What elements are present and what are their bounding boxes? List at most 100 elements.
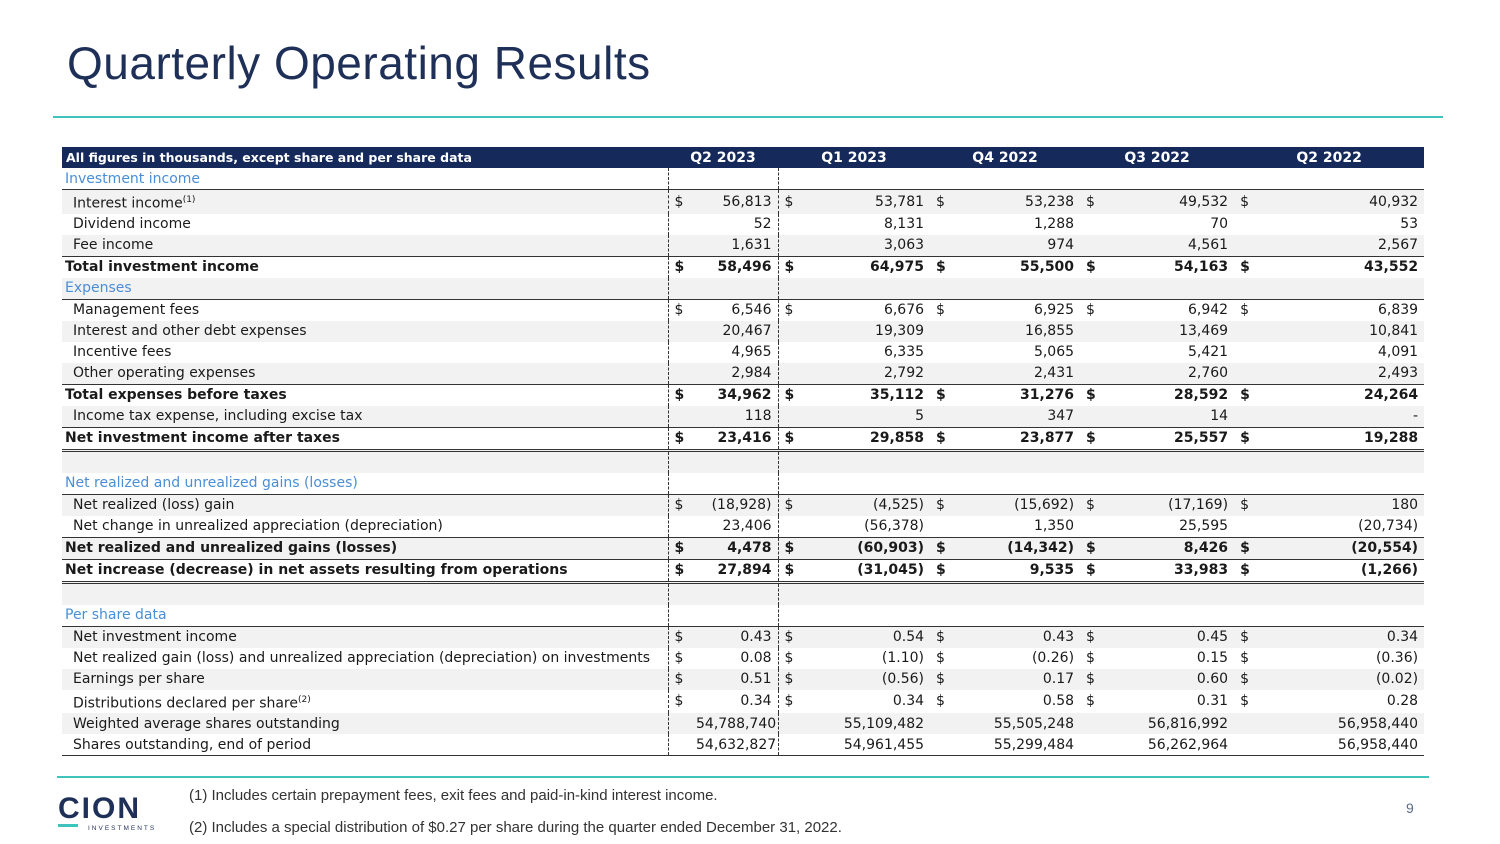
currency-symbol xyxy=(1234,168,1284,190)
currency-symbol: $ xyxy=(1080,625,1131,648)
spacer-row xyxy=(62,450,1425,473)
cell-value: 55,109,482 xyxy=(830,713,931,735)
spacer-row xyxy=(62,582,1425,605)
currency-symbol xyxy=(667,450,696,473)
cell-value: (1.10) xyxy=(881,650,925,667)
cell-value: 56,262,964 xyxy=(1130,734,1235,757)
row-label-text: Net increase (decrease) in net assets re… xyxy=(65,562,568,579)
row-label xyxy=(62,450,668,473)
currency-symbol xyxy=(1080,342,1130,363)
cell-value: 23,406 xyxy=(696,515,779,538)
currency-symbol xyxy=(1234,450,1285,473)
table-row: Net change in unrealized appreciation (d… xyxy=(62,515,1424,538)
currency-symbol xyxy=(667,713,696,735)
cell-value: 0.58 xyxy=(1042,693,1075,710)
currency-symbol xyxy=(1234,516,1284,538)
row-label: Dividend income xyxy=(62,214,668,235)
cell-value: 0.60 xyxy=(1130,668,1235,690)
cell-value: 10,841 xyxy=(1284,320,1425,342)
cell-value: 6,925 xyxy=(980,298,1081,321)
cell-value xyxy=(830,605,930,627)
currency-symbol: $ xyxy=(667,536,696,560)
row-label: Total investment income xyxy=(62,255,668,278)
currency-symbol xyxy=(778,362,831,385)
cell-value: 54,632,827 xyxy=(696,734,779,757)
cell-value: 5 xyxy=(830,405,931,428)
currency-symbol xyxy=(930,277,981,300)
footnote-marker: (2) xyxy=(298,694,311,705)
currency-symbol: $ xyxy=(778,625,831,648)
currency-symbol: $ xyxy=(1086,650,1095,667)
currency-symbol: $ xyxy=(778,426,831,452)
cell-value xyxy=(696,582,779,605)
row-label-text: Interest income xyxy=(73,195,183,212)
cell-value: 6,676 xyxy=(830,298,931,321)
cell-value xyxy=(1284,450,1425,473)
currency-symbol: $ xyxy=(778,536,831,560)
cell-value: (18,928) xyxy=(696,493,779,516)
row-label: Per share data xyxy=(62,605,668,627)
row-label: Earnings per share xyxy=(62,668,668,690)
row-label: Shares outstanding, end of period xyxy=(62,734,668,757)
currency-symbol xyxy=(1080,605,1130,627)
cell-value: (56,378) xyxy=(864,518,925,535)
cell-value: (4,525) xyxy=(830,493,931,516)
currency-symbol: $ xyxy=(1234,383,1285,406)
currency-symbol xyxy=(930,168,980,190)
row-label-text: Income tax expense, including excise tax xyxy=(73,408,363,425)
currency-symbol xyxy=(667,234,696,257)
row-label-text: Net realized gain (loss) and unrealized … xyxy=(73,650,650,667)
table-row: Weighted average shares outstanding 54,78… xyxy=(62,713,1425,735)
cell-value: 35,112 xyxy=(830,383,931,406)
currency-symbol: $ xyxy=(667,426,696,452)
table-row: Other operating expenses 2,984 2,792 2,431 2… xyxy=(62,362,1425,385)
currency-symbol xyxy=(930,713,981,735)
row-label: Net realized and unrealized gains (losse… xyxy=(62,536,668,560)
cell-value xyxy=(830,450,931,473)
cell-value xyxy=(980,450,1081,473)
cell-value: 2,792 xyxy=(830,362,931,385)
row-label-text: Investment income xyxy=(65,170,201,187)
row-label: Incentive fees xyxy=(62,342,668,363)
row-label-text: Total expenses before taxes xyxy=(65,387,287,404)
currency-symbol: $ xyxy=(930,493,981,516)
currency-symbol xyxy=(667,582,696,605)
currency-symbol xyxy=(1080,234,1131,257)
cell-value: (17,169) xyxy=(1130,493,1235,516)
currency-symbol xyxy=(930,320,981,342)
cell-value: 54,961,455 xyxy=(830,734,931,757)
currency-symbol: $ xyxy=(1234,625,1285,648)
currency-symbol xyxy=(1234,320,1285,342)
currency-symbol xyxy=(778,168,830,190)
title-divider xyxy=(53,116,1443,118)
currency-symbol xyxy=(1234,342,1284,363)
cell-value: 0.43 xyxy=(980,625,1081,648)
row-label: Net realized (loss) gain xyxy=(62,493,668,516)
cell-value: (60,903) xyxy=(830,536,931,560)
table-row: Distributions declared per share(2) $0.34… xyxy=(62,689,1424,714)
cell-value: 0.31 xyxy=(1196,693,1229,710)
cell-value: 1,288 xyxy=(1033,216,1075,233)
currency-symbol: $ xyxy=(1234,536,1285,560)
cell-value: 53 xyxy=(1400,216,1419,233)
cell-value: 14 xyxy=(1130,405,1235,428)
footnote-marker: (1) xyxy=(182,195,196,205)
currency-symbol xyxy=(930,582,981,605)
quarter-header: Q1 2023 xyxy=(778,147,931,168)
currency-symbol: $ xyxy=(930,536,981,560)
cell-value: 0.17 xyxy=(980,668,1081,690)
cell-value: 29,858 xyxy=(830,426,931,452)
cell-value: 0.43 xyxy=(696,625,779,648)
cell-value: 20,467 xyxy=(696,320,779,342)
row-label-text: Net realized (loss) gain xyxy=(73,497,235,514)
row-label-text: Net realized and unrealized gains (losse… xyxy=(65,475,358,492)
currency-symbol xyxy=(1080,320,1131,342)
quarter-header: Q3 2022 xyxy=(1080,147,1235,168)
cell-value xyxy=(830,168,930,190)
cell-value: 56,813 xyxy=(696,188,779,214)
operating-results-table: All figures in thousands, except share a… xyxy=(62,147,1425,757)
currency-symbol: $ xyxy=(778,383,831,406)
cell-value: 40,932 xyxy=(1284,188,1425,214)
cell-value: (0.02) xyxy=(1284,668,1425,690)
currency-symbol: $ xyxy=(667,559,696,584)
